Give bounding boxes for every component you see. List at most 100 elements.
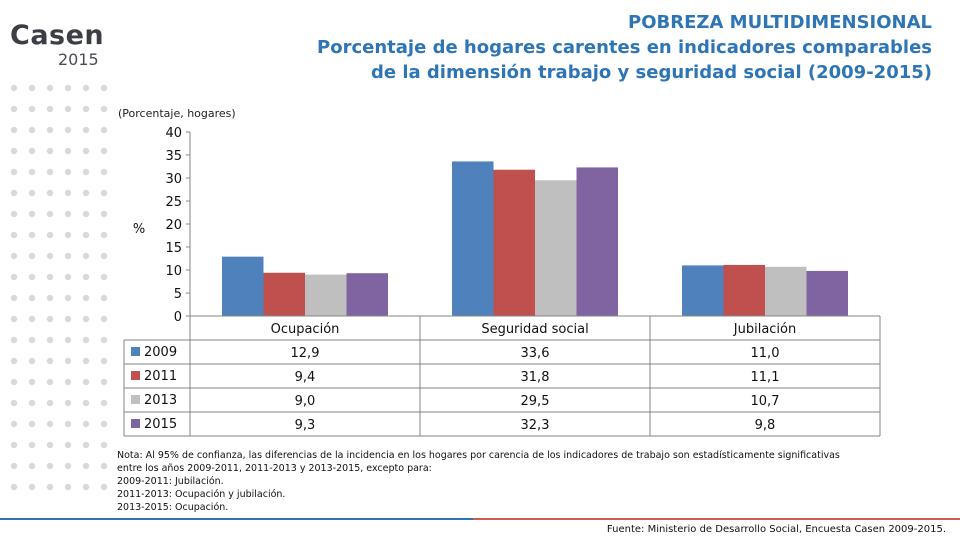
decoration-dot [10,168,18,176]
bar-2013-0 [305,274,347,316]
decoration-dot [82,147,90,155]
legend-label: 2011 [144,369,177,384]
bar-2013-2 [765,266,807,316]
decoration-dot [10,147,18,155]
decoration-dot [46,462,54,470]
decoration-dot [28,420,36,428]
decoration-dot [64,462,72,470]
decoration-dot [64,126,72,134]
data-label: 33,6 [521,346,550,361]
decoration-dot [46,483,54,491]
decoration-dot [28,252,36,260]
decoration-dot [64,420,72,428]
category-label: Seguridad social [481,322,588,337]
decoration-dot [28,105,36,113]
data-label: 31,8 [521,370,550,385]
decoration-dot [100,441,108,449]
decoration-dot [100,231,108,239]
source-text: Fuente: Ministerio de Desarrollo Social,… [606,524,946,535]
decoration-dot [100,105,108,113]
decoration-dot [82,336,90,344]
decoration-dot [64,84,72,92]
decoration-dot [82,231,90,239]
footer-divider-red [473,518,960,520]
decoration-dot [10,336,18,344]
decoration-dot [10,441,18,449]
decoration-dot [10,105,18,113]
decoration-dot [46,357,54,365]
decoration-dot [64,336,72,344]
legend-label: 2015 [144,417,177,432]
note-line: entre los años 2009-2011, 2011-2013 y 20… [117,463,432,474]
category-label: Jubilación [733,322,796,337]
decoration-dot [64,399,72,407]
decoration-dot [28,231,36,239]
logo-text: Casen [10,20,105,51]
decoration-dot [82,378,90,386]
decoration-dot [46,420,54,428]
decoration-dot [28,273,36,281]
decoration-dot [64,378,72,386]
decoration-dot [82,84,90,92]
y-axis-label: % [133,222,145,237]
legend-swatch-2009 [131,347,140,356]
decoration-dot [10,231,18,239]
decoration-dot [100,336,108,344]
decoration-dot [10,189,18,197]
decoration-dot [64,483,72,491]
y-tick-label: 25 [165,195,182,210]
decoration-dot [100,399,108,407]
decoration-dot [46,147,54,155]
decoration-dot [64,147,72,155]
decoration-dot [100,462,108,470]
bar-2011-1 [493,169,535,316]
note-line: Nota: Al 95% de confianza, las diferenci… [117,450,840,461]
decoration-dot [100,315,108,323]
decoration-dot [64,210,72,218]
logo-year: 2015 [58,50,99,69]
decoration-dot [82,420,90,428]
decoration-dot [46,273,54,281]
decoration-dot [28,210,36,218]
page-subtitle-line2: de la dimensión trabajo y seguridad soci… [370,62,932,83]
decoration-dot [46,336,54,344]
decoration-dot [82,315,90,323]
decoration-dot [64,294,72,302]
note-line: 2013-2015: Ocupación. [117,502,229,513]
decoration-dot [82,441,90,449]
unit-label: (Porcentaje, hogares) [118,107,236,120]
legend-label: 2013 [144,393,177,408]
decoration-dot [82,210,90,218]
decoration-dot [100,210,108,218]
decoration-dot [64,168,72,176]
legend-swatch-2015 [131,419,140,428]
y-tick-label: 5 [174,287,182,302]
note-line: 2009-2011: Jubilación. [117,476,224,487]
decoration-dot [46,210,54,218]
decoration-dot [100,189,108,197]
data-label: 10,7 [751,394,780,409]
decoration-dot [82,189,90,197]
decoration-dot [100,294,108,302]
decoration-dot [82,168,90,176]
data-label: 11,0 [751,346,780,361]
decoration-dot [28,168,36,176]
decoration-dot [10,210,18,218]
decoration-dot [100,483,108,491]
decoration-dot [82,294,90,302]
bar-2015-1 [576,167,618,316]
decoration-dot [10,84,18,92]
decoration-dot [28,294,36,302]
decoration-dot [64,231,72,239]
decoration-dot [46,315,54,323]
decoration-dot [100,168,108,176]
bar-2009-0 [222,256,264,316]
bar-2013-1 [535,180,577,316]
y-tick-label: 10 [165,264,182,279]
decoration-dot [10,462,18,470]
decoration-dot [46,231,54,239]
decoration-dot [46,441,54,449]
decoration-dot [46,126,54,134]
bar-2011-2 [723,264,765,316]
decoration-dot [100,420,108,428]
